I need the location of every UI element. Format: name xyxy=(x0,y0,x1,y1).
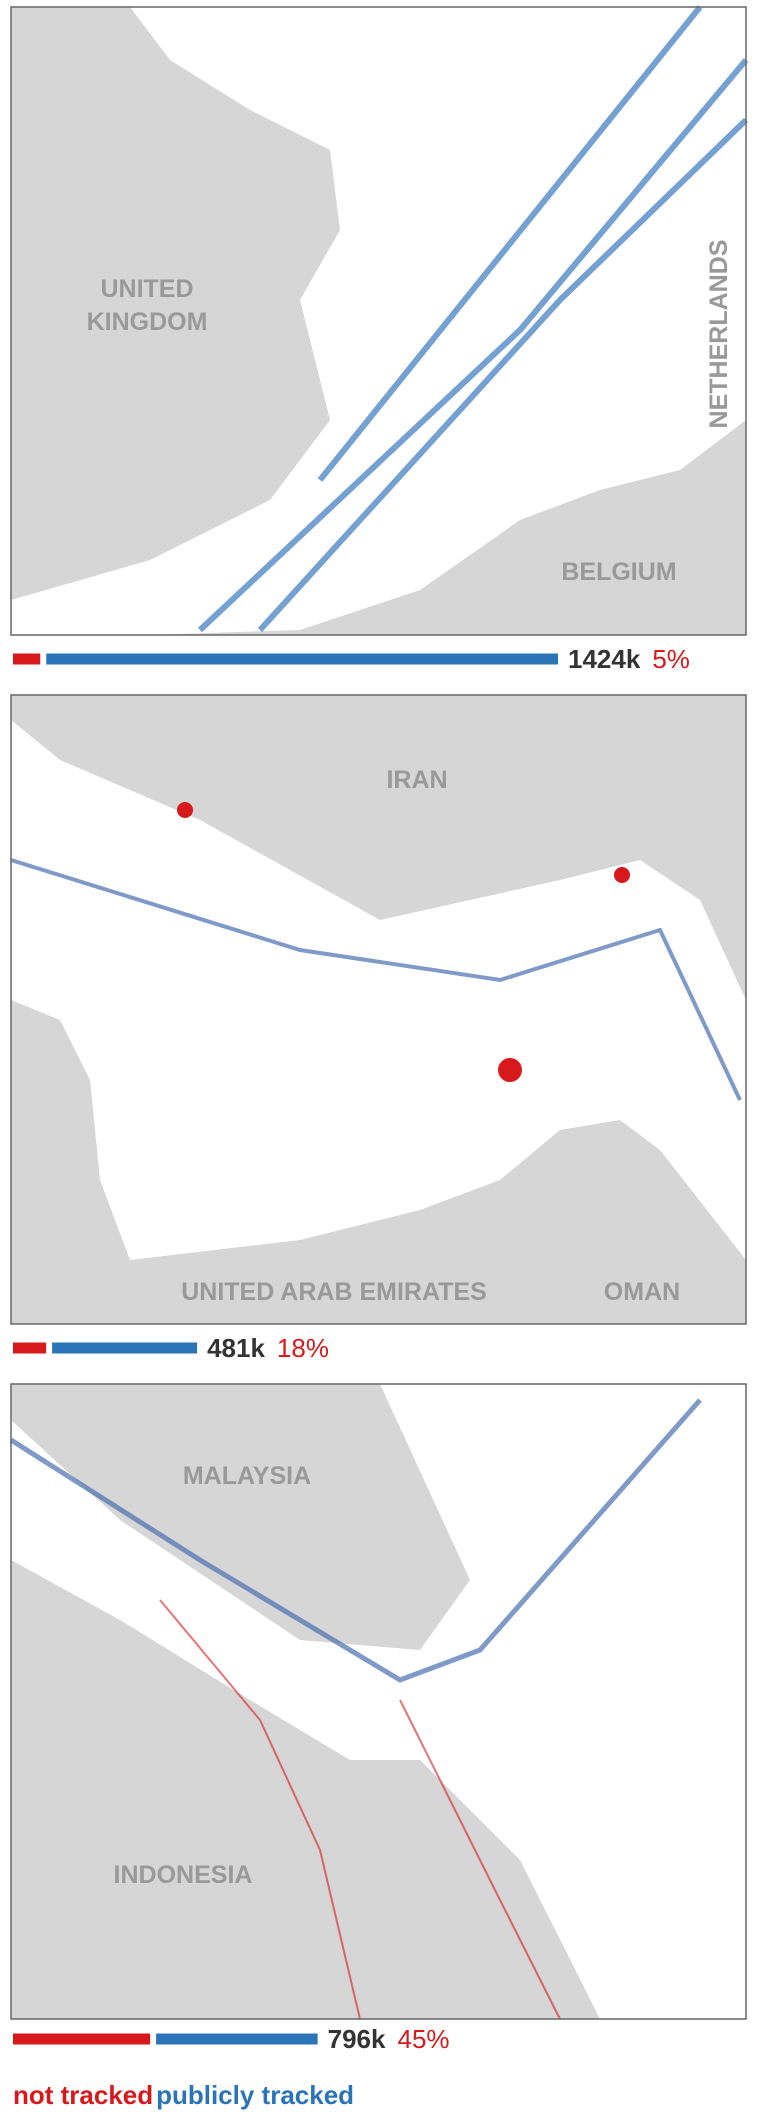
tracked-bar xyxy=(52,1342,198,1354)
legend-not-tracked: not tracked xyxy=(13,2080,153,2110)
tracked-bar xyxy=(156,2033,318,2045)
percent-label: 45% xyxy=(397,2024,449,2054)
map-label: MALAYSIA xyxy=(183,1462,311,1490)
map-label: IRAN xyxy=(386,766,447,794)
not-tracked-bar xyxy=(13,1342,47,1354)
legend-publicly-tracked: publicly tracked xyxy=(156,2080,354,2110)
total-label: 1424k xyxy=(568,644,641,674)
not-tracked-bar xyxy=(13,2033,151,2045)
map-label: KINGDOM xyxy=(87,308,208,336)
tracked-bar xyxy=(46,653,558,665)
map-singapore-strait xyxy=(9,1383,747,2020)
map-label: NETHERLANDS xyxy=(705,240,733,429)
map-persian-gulf xyxy=(10,694,747,1325)
map-label: OMAN xyxy=(604,1278,680,1306)
total-label: 796k xyxy=(328,2024,386,2054)
total-label: 481k xyxy=(207,1333,265,1363)
map-label: UNITED ARAB EMIRATES xyxy=(181,1278,487,1306)
map-label: INDONESIA xyxy=(114,1861,253,1889)
percent-label: 5% xyxy=(652,644,690,674)
map-label: UNITED xyxy=(100,275,193,303)
map-label: BELGIUM xyxy=(561,558,676,586)
percent-label: 18% xyxy=(277,1333,329,1363)
map-north-sea xyxy=(10,5,749,636)
not-tracked-bar xyxy=(13,653,41,665)
